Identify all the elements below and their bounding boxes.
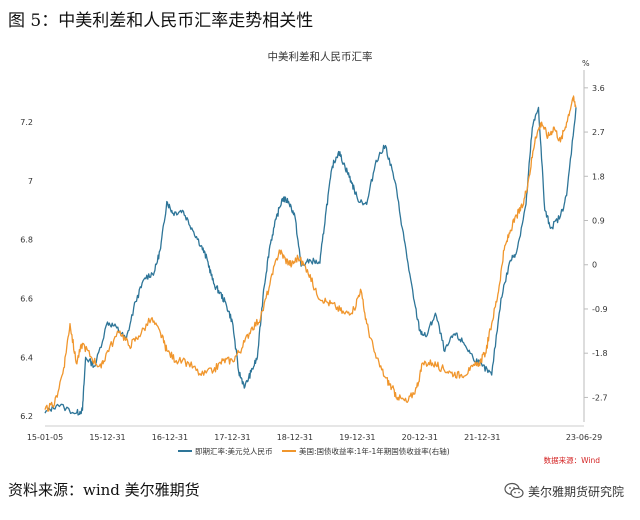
x-tick-label: 16-12-31 <box>152 433 188 442</box>
y-right-tick-label: 3.6 <box>592 84 605 93</box>
y-right-tick-label: 1.8 <box>592 172 605 181</box>
y-right-tick-label: 2.7 <box>592 128 605 137</box>
chart-title: 中美利差和人民币汇率 <box>267 51 373 63</box>
x-tick-label: 15-01-05 <box>27 433 63 442</box>
y-left-tick-label: 7 <box>28 177 33 186</box>
y-right-tick-label: -1.8 <box>592 349 608 358</box>
x-tick-label: 18-12-31 <box>277 433 313 442</box>
y-left-tick-label: 6.6 <box>20 295 33 304</box>
figure-source: 资料来源：wind 美尔雅期货 <box>8 481 200 499</box>
y-left-tick-label: 6.8 <box>20 236 33 245</box>
x-tick-label: 23-06-29 <box>566 433 602 442</box>
wechat-icon <box>504 482 524 499</box>
watermark: 美尔雅期货研究院 <box>504 482 624 500</box>
x-tick-label: 20-12-31 <box>402 433 438 442</box>
series-line-1 <box>44 106 577 416</box>
y-left-tick-label: 7.2 <box>20 118 33 127</box>
line-chart: 6.2 6.4 6.6 6.8 7 7.2 -2.7 -1.8 -0.9 0 0.9 1.8 2.7 3.… <box>20 59 607 465</box>
x-tick-label: 17-12-31 <box>214 433 250 442</box>
x-tick-label: 19-12-31 <box>339 433 375 442</box>
legend-label-2: 美国:国债收益率:1年-1年期国债收益率(右轴) <box>299 446 450 456</box>
chart-legend: 即期汇率:美元兑人民币 美国:国债收益率:1年-1年期国债收益率(右轴) 数据来源：… <box>178 446 600 465</box>
source-note: 数据来源：Wind <box>544 455 601 465</box>
series-line-2 <box>44 95 577 412</box>
series-layer <box>44 95 577 416</box>
y-right-tick-label: 0 <box>592 261 597 270</box>
y-left-tick-label: 6.4 <box>20 353 33 362</box>
figure-heading: 图 5：中美利差和人民币汇率走势相关性 <box>8 11 314 31</box>
watermark-text: 美尔雅期货研究院 <box>527 484 624 499</box>
x-tick-label: 21-12-31 <box>464 433 500 442</box>
chart-axes: 6.2 6.4 6.6 6.8 7 7.2 -2.7 -1.8 -0.9 0 0.9 1.8 2.7 3.… <box>20 59 607 442</box>
y-right-tick-label: 0.9 <box>592 217 605 226</box>
y-right-unit-label: % <box>582 59 590 68</box>
legend-label-1: 即期汇率:美元兑人民币 <box>195 446 273 456</box>
x-tick-label: 15-12-31 <box>89 433 125 442</box>
y-right-tick-label: -2.7 <box>592 393 608 402</box>
y-left-tick-label: 6.2 <box>20 412 33 421</box>
y-right-tick-label: -0.9 <box>592 305 608 314</box>
